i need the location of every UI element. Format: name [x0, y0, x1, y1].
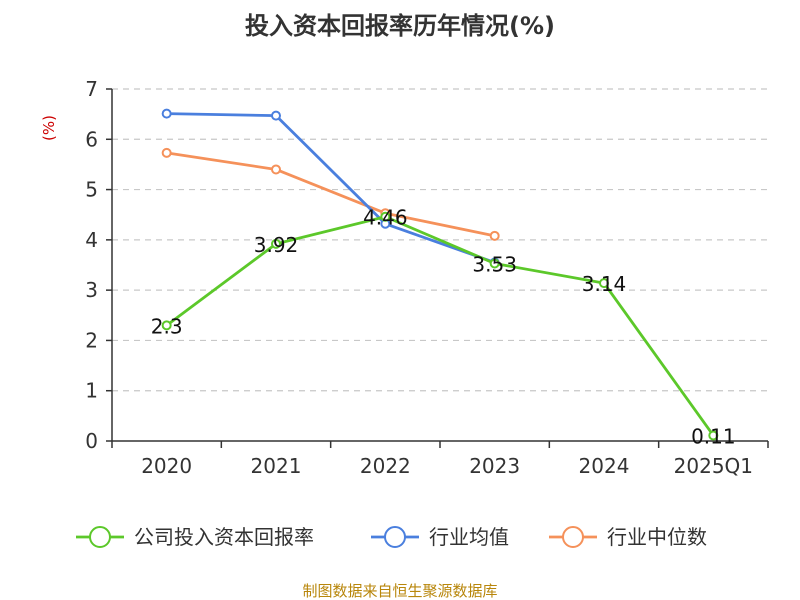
- legend-item-0: 公司投入资本回报率: [76, 525, 314, 549]
- legend-item-2: 行业中位数: [549, 525, 707, 549]
- x-tick-label: 2021: [251, 454, 302, 478]
- data-point: [708, 430, 719, 441]
- y-tick-labels: 0 1 2 3 4 5 6 7: [85, 77, 98, 453]
- series-line-2: [166, 151, 495, 238]
- series-0: [161, 211, 719, 441]
- x-tick-label: 2020: [141, 454, 192, 478]
- data-labels: 2.3 3.92 4.46 3.53 3.14 0.11: [151, 206, 736, 449]
- data-point: [161, 320, 172, 331]
- series-2: [161, 147, 500, 241]
- x-tick-label: 2025Q1: [674, 454, 753, 478]
- axes: [106, 88, 769, 448]
- data-point: [161, 147, 172, 158]
- chart-title: 投入资本回报率历年情况(%): [245, 12, 555, 40]
- data-label: 4.46: [363, 206, 408, 230]
- data-label: 3.92: [254, 233, 299, 257]
- legend-label: 公司投入资本回报率: [134, 525, 314, 549]
- data-point: [489, 258, 500, 269]
- data-point: [599, 278, 609, 289]
- legend-marker: [384, 526, 406, 548]
- y-tick-label: 1: [85, 379, 98, 403]
- data-point: [380, 211, 391, 222]
- x-tick-label: 2022: [360, 454, 411, 478]
- y-tick-label: 0: [85, 429, 98, 453]
- y-tick-label: 2: [85, 328, 98, 352]
- y-tick-label: 5: [85, 178, 98, 202]
- series-line-0: [165, 215, 715, 437]
- series-lines: [161, 108, 719, 441]
- legend: 公司投入资本回报率 行业均值 行业中位数: [76, 525, 707, 549]
- legend-label: 行业均值: [429, 525, 509, 549]
- data-label: 2.3: [151, 314, 183, 338]
- legend-marker: [89, 526, 111, 548]
- data-point: [161, 108, 172, 119]
- data-point: [271, 238, 281, 249]
- legend-marker: [562, 526, 584, 548]
- legend-item-1: 行业均值: [371, 525, 509, 549]
- y-tick-label: 3: [85, 278, 98, 302]
- series-line-1: [166, 112, 496, 264]
- data-label: 3.53: [472, 252, 517, 276]
- data-label: 0.11: [691, 424, 736, 448]
- y-axis-label: (%): [40, 115, 58, 141]
- y-tick-label: 6: [85, 127, 98, 151]
- data-label: 3.14: [582, 272, 627, 296]
- data-point: [489, 230, 500, 241]
- data-point: [271, 110, 281, 121]
- source-note: 制图数据来自恒生聚源数据库: [302, 582, 497, 600]
- legend-label: 行业中位数: [607, 525, 707, 549]
- y-tick-label: 7: [85, 77, 98, 101]
- x-tick-label: 2023: [469, 454, 520, 478]
- y-tick-label: 4: [85, 228, 98, 252]
- x-tick-label: 2024: [579, 454, 630, 478]
- x-tick-labels: 2020 2021 2022 2023 2024 2025Q1: [141, 454, 753, 478]
- data-point: [271, 164, 281, 175]
